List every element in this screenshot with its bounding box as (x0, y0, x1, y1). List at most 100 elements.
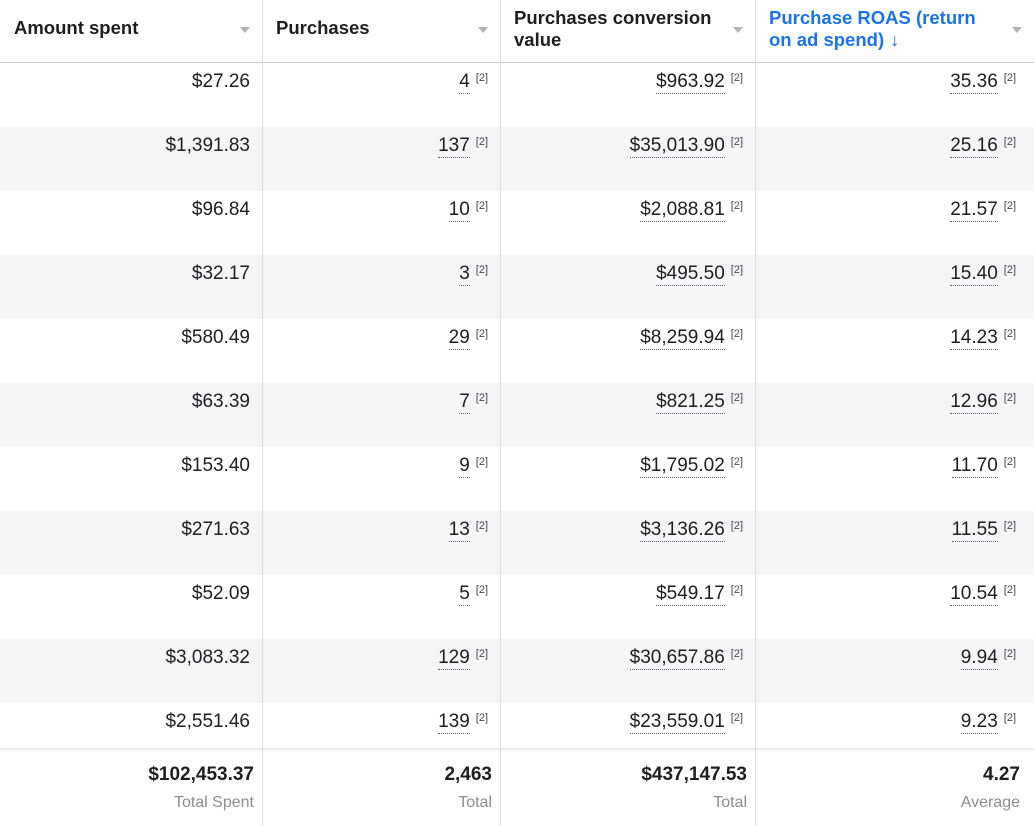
conversion-value-cell: $35,013.90 [2] (500, 134, 743, 158)
table-row: $153.40 9 [2] $1,795.02 [2] 11.70 [2] (0, 447, 1034, 511)
footnote-marker[interactable]: [2] (730, 392, 743, 404)
column-divider (262, 0, 263, 826)
conversion-value-value-link[interactable]: $821.25 (656, 391, 725, 414)
table-row: $52.09 5 [2] $549.17 [2] 10.54 [2] (0, 575, 1034, 639)
roas-value-link[interactable]: 11.70 (951, 455, 998, 478)
footnote-marker[interactable]: [2] (475, 648, 488, 660)
roas-cell: 21.57 [2] (755, 198, 1016, 222)
footnote-marker[interactable]: [2] (475, 328, 488, 340)
footnote-marker[interactable]: [2] (1003, 584, 1016, 596)
footnote-marker[interactable]: [2] (475, 712, 488, 724)
footnote-marker[interactable]: [2] (730, 712, 743, 724)
footnote-marker[interactable]: [2] (730, 456, 743, 468)
footnote-marker[interactable]: [2] (730, 72, 743, 84)
purchases-value-link[interactable]: 3 (459, 263, 470, 286)
footnote-marker[interactable]: [2] (475, 264, 488, 276)
purchases-value-link[interactable]: 10 (448, 199, 470, 222)
table-row: $96.84 10 [2] $2,088.81 [2] 21.57 [2] (0, 191, 1034, 255)
caret-down-icon[interactable] (733, 27, 743, 33)
footer-divider (0, 748, 1034, 752)
table-row: $3,083.32 129 [2] $30,657.86 [2] 9.94 [2] (0, 639, 1034, 703)
caret-down-icon[interactable] (1012, 27, 1022, 33)
conversion-value-value-link[interactable]: $495.50 (656, 263, 725, 286)
amount-spent-cell: $1,391.83 (165, 135, 250, 156)
column-header-label-line: value (514, 29, 562, 50)
roas-value-link[interactable]: 14.23 (950, 327, 998, 350)
amount-spent-cell: $153.40 (181, 455, 250, 476)
roas-value-link[interactable]: 9.94 (960, 647, 998, 670)
table-row: $2,551.46 139 [2] $23,559.01 [2] 9.23 [2] (0, 703, 1034, 767)
conversion-value-total-label: Total (713, 794, 747, 811)
footnote-marker[interactable]: [2] (475, 72, 488, 84)
footnote-marker[interactable]: [2] (1003, 520, 1016, 532)
footnote-marker[interactable]: [2] (730, 648, 743, 660)
footnote-marker[interactable]: [2] (730, 264, 743, 276)
footnote-marker[interactable]: [2] (1003, 264, 1016, 276)
conversion-value-value-link[interactable]: $8,259.94 (640, 327, 725, 350)
footnote-marker[interactable]: [2] (1003, 72, 1016, 84)
amount-spent-total-value: $102,453.37 (148, 764, 254, 785)
footnote-marker[interactable]: [2] (1003, 328, 1016, 340)
footnote-marker[interactable]: [2] (1003, 200, 1016, 212)
conversion-value-value-link[interactable]: $23,559.01 (629, 711, 725, 734)
roas-value-link[interactable]: 10.54 (950, 583, 998, 606)
column-header-label-line: Amount spent (14, 17, 139, 38)
roas-value-link[interactable]: 11.55 (951, 519, 998, 542)
footnote-marker[interactable]: [2] (475, 136, 488, 148)
footnote-marker[interactable]: [2] (730, 328, 743, 340)
footnote-marker[interactable]: [2] (730, 136, 743, 148)
roas-value-link[interactable]: 12.96 (950, 391, 998, 414)
amount-spent-cell: $3,083.32 (165, 647, 250, 668)
conversion-value-value-link[interactable]: $1,795.02 (640, 455, 725, 478)
purchases-value-link[interactable]: 5 (459, 583, 470, 606)
roas-value-link[interactable]: 21.57 (950, 199, 998, 222)
column-header-roas[interactable]: Purchase ROAS (return on ad spend) ↓ (755, 0, 1034, 62)
purchases-value-link[interactable]: 4 (459, 71, 470, 94)
conversion-value-value-link[interactable]: $35,013.90 (629, 135, 725, 158)
roas-cell: 14.23 [2] (755, 326, 1016, 350)
footnote-marker[interactable]: [2] (475, 520, 488, 532)
purchases-value-link[interactable]: 13 (448, 519, 470, 542)
purchases-cell: 3 [2] (262, 262, 488, 286)
footnote-marker[interactable]: [2] (475, 584, 488, 596)
purchases-value-link[interactable]: 29 (448, 327, 470, 350)
footnote-marker[interactable]: [2] (1003, 392, 1016, 404)
purchases-value-link[interactable]: 9 (459, 455, 470, 478)
conversion-value-value-link[interactable]: $30,657.86 (629, 647, 725, 670)
column-header-conversion-value[interactable]: Purchases conversion value (500, 0, 755, 62)
footnote-marker[interactable]: [2] (475, 392, 488, 404)
footnote-marker[interactable]: [2] (475, 456, 488, 468)
roas-value-link[interactable]: 35.36 (950, 71, 998, 94)
purchases-value-link[interactable]: 129 (438, 647, 470, 670)
conversion-value-value-link[interactable]: $3,136.26 (640, 519, 725, 542)
column-header-amount-spent[interactable]: Amount spent (0, 0, 262, 62)
footnote-marker[interactable]: [2] (730, 584, 743, 596)
roas-value-link[interactable]: 15.40 (950, 263, 998, 286)
footnote-marker[interactable]: [2] (1003, 456, 1016, 468)
purchases-value-link[interactable]: 139 (438, 711, 470, 734)
footnote-marker[interactable]: [2] (730, 520, 743, 532)
footnote-marker[interactable]: [2] (1003, 712, 1016, 724)
caret-down-icon[interactable] (240, 27, 250, 33)
conversion-value-value-link[interactable]: $963.92 (656, 71, 725, 94)
roas-value-link[interactable]: 25.16 (950, 135, 998, 158)
conversion-value-value-link[interactable]: $549.17 (656, 583, 725, 606)
purchases-value-link[interactable]: 7 (459, 391, 470, 414)
amount-spent-cell: $27.26 (191, 71, 250, 92)
footnote-marker[interactable]: [2] (475, 200, 488, 212)
column-divider (755, 0, 756, 826)
purchases-cell: 137 [2] (262, 134, 488, 158)
purchases-total-value: 2,463 (444, 764, 492, 785)
amount-spent-cell: $580.49 (181, 327, 250, 348)
conversion-value-cell: $23,559.01 [2] (500, 710, 743, 734)
roas-value-link[interactable]: 9.23 (960, 711, 998, 734)
column-header-purchases[interactable]: Purchases (262, 0, 500, 62)
purchases-value-link[interactable]: 137 (438, 135, 470, 158)
footnote-marker[interactable]: [2] (1003, 648, 1016, 660)
footnote-marker[interactable]: [2] (730, 200, 743, 212)
caret-down-icon[interactable] (478, 27, 488, 33)
amount-spent-cell: $2,551.46 (165, 711, 250, 732)
footnote-marker[interactable]: [2] (1003, 136, 1016, 148)
conversion-value-value-link[interactable]: $2,088.81 (640, 199, 725, 222)
